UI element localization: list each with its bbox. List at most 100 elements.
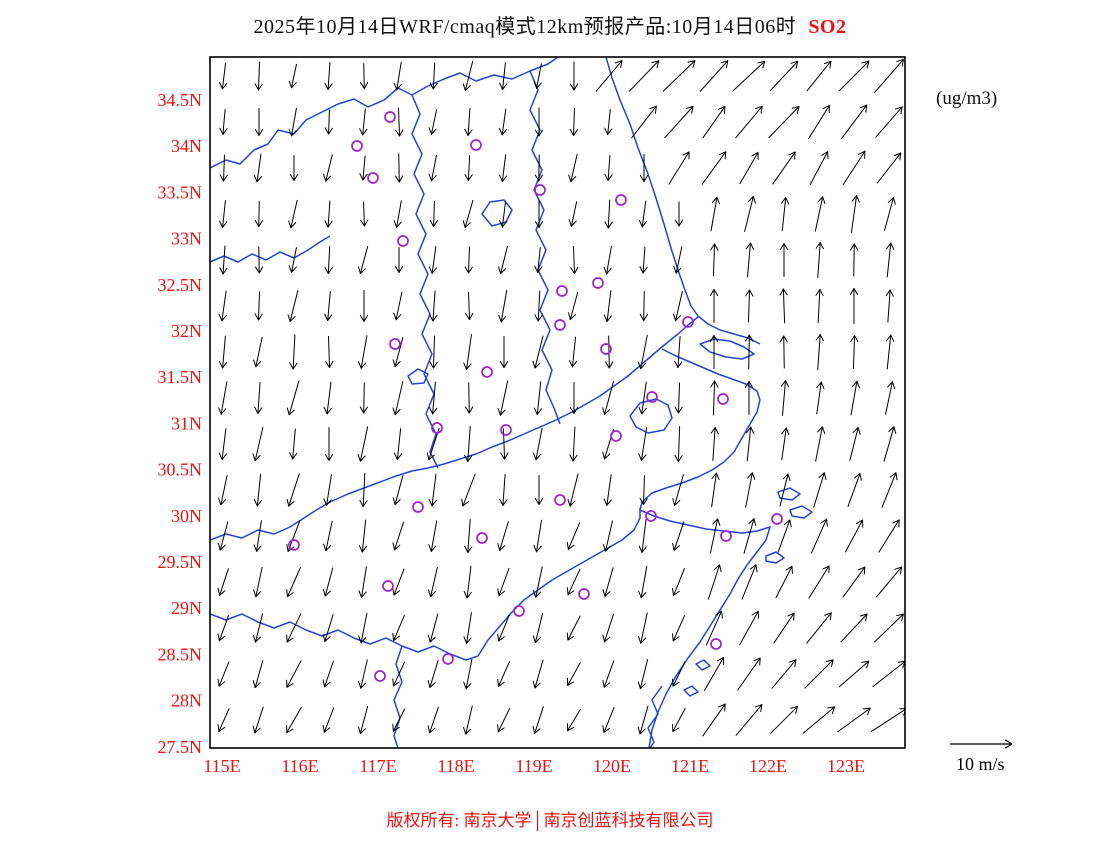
wind-arrow	[569, 382, 579, 414]
wind-arrow	[815, 426, 826, 462]
wind-arrow	[463, 705, 473, 735]
station-marker	[534, 184, 546, 196]
wind-arrow	[743, 518, 757, 554]
wind-arrow	[463, 334, 472, 370]
wind-arrow	[392, 337, 404, 367]
wind-arrow	[324, 109, 333, 135]
wind-arrow	[499, 62, 508, 90]
station-marker	[481, 366, 493, 378]
wind-arrow	[842, 150, 866, 186]
wind-arrow	[872, 660, 905, 688]
wind-arrow	[672, 474, 684, 506]
wind-arrow	[570, 246, 579, 274]
wind-arrow	[672, 708, 686, 732]
wind-arrow	[427, 706, 439, 734]
station-marker	[682, 316, 694, 328]
x-axis-label: 121E	[671, 756, 709, 776]
station-marker	[367, 172, 379, 184]
wind-arrow	[497, 521, 509, 551]
wind-arrow	[323, 474, 332, 506]
station-marker	[476, 532, 488, 544]
wind-arrow	[768, 106, 800, 138]
x-axis-label: 115E	[203, 756, 240, 776]
wind-arrow	[534, 154, 543, 182]
wind-arrow	[746, 426, 755, 462]
wind-arrow	[840, 613, 868, 643]
wind-arrow	[428, 473, 437, 507]
wind-arrow	[737, 657, 761, 691]
wind-arrow	[775, 565, 793, 599]
wind-arrow	[286, 473, 300, 507]
wind-arrow	[674, 382, 683, 414]
wind-arrow	[254, 291, 263, 321]
wind-arrow	[569, 108, 578, 136]
wind-arrow	[252, 706, 264, 734]
wind-arrow	[604, 155, 613, 181]
wind-arrow	[253, 153, 262, 183]
wind-arrow	[499, 336, 509, 368]
y-axis-label: 33N	[171, 229, 202, 249]
wind-arrow	[604, 199, 613, 229]
x-axis-label: 122E	[749, 756, 787, 776]
wind-arrow	[815, 334, 824, 370]
wind-arrow	[219, 245, 228, 275]
wind-arrow	[253, 473, 263, 507]
wind-arrow	[392, 661, 405, 687]
wind-arrow	[815, 289, 824, 323]
wind-arrow	[804, 659, 834, 689]
wind-arrow	[566, 568, 581, 596]
wind-arrow	[568, 153, 578, 183]
wind-arrow	[567, 708, 581, 732]
boundary-line	[477, 508, 641, 657]
lake-island-outline	[789, 505, 813, 519]
wind-arrow	[876, 152, 902, 184]
wind-scale-label: 10 m/s	[956, 754, 1005, 774]
station-marker	[382, 580, 394, 592]
wind-arrow	[671, 614, 686, 642]
lake-island-outline	[683, 685, 699, 697]
wind-arrow	[566, 662, 581, 686]
wind-arrow	[603, 474, 612, 506]
title-text: 2025年10月14日WRF/cmaq模式12km预报产品:10月14日06时	[253, 16, 797, 38]
y-axis-label: 28.5N	[158, 644, 203, 664]
wind-arrow	[769, 60, 799, 92]
station-marker	[717, 393, 729, 405]
lake-island-outline	[765, 551, 785, 564]
wind-arrow	[534, 200, 544, 228]
wind-arrow	[602, 567, 614, 597]
wind-arrow	[705, 610, 723, 646]
y-axis-label: 31.5N	[158, 367, 203, 387]
wind-arrow	[427, 566, 438, 598]
station-marker	[389, 338, 401, 350]
x-axis-label: 123E	[827, 756, 865, 776]
station-marker	[646, 391, 658, 403]
wind-arrow	[533, 381, 542, 415]
wind-arrow	[286, 706, 302, 734]
wind-arrow	[428, 246, 438, 274]
wind-arrow	[499, 474, 508, 506]
wind-arrow	[464, 155, 473, 181]
wind-arrow	[639, 291, 648, 321]
station-marker	[513, 605, 525, 617]
wind-arrow	[639, 246, 648, 274]
wind-arrow	[254, 201, 263, 227]
wind-arrow	[886, 242, 895, 278]
station-marker	[412, 501, 424, 513]
wind-arrow	[637, 334, 648, 370]
wind-arrow	[884, 197, 896, 231]
wind-arrow	[813, 472, 827, 508]
wind-arrow	[532, 612, 544, 644]
wind-arrow	[218, 428, 227, 460]
lake-island-outline	[699, 338, 755, 360]
boundary-line	[647, 685, 663, 748]
wind-arrow	[360, 63, 369, 89]
wind-arrow	[428, 520, 438, 552]
wind-arrow	[816, 381, 825, 415]
wind-arrow	[464, 246, 473, 274]
wind-arrow	[849, 427, 861, 461]
wind-arrow	[739, 610, 759, 646]
wind-arrow	[672, 290, 683, 322]
wind-arrow	[532, 659, 544, 689]
wind-arrow	[392, 380, 404, 416]
wind-arrow	[838, 60, 870, 92]
